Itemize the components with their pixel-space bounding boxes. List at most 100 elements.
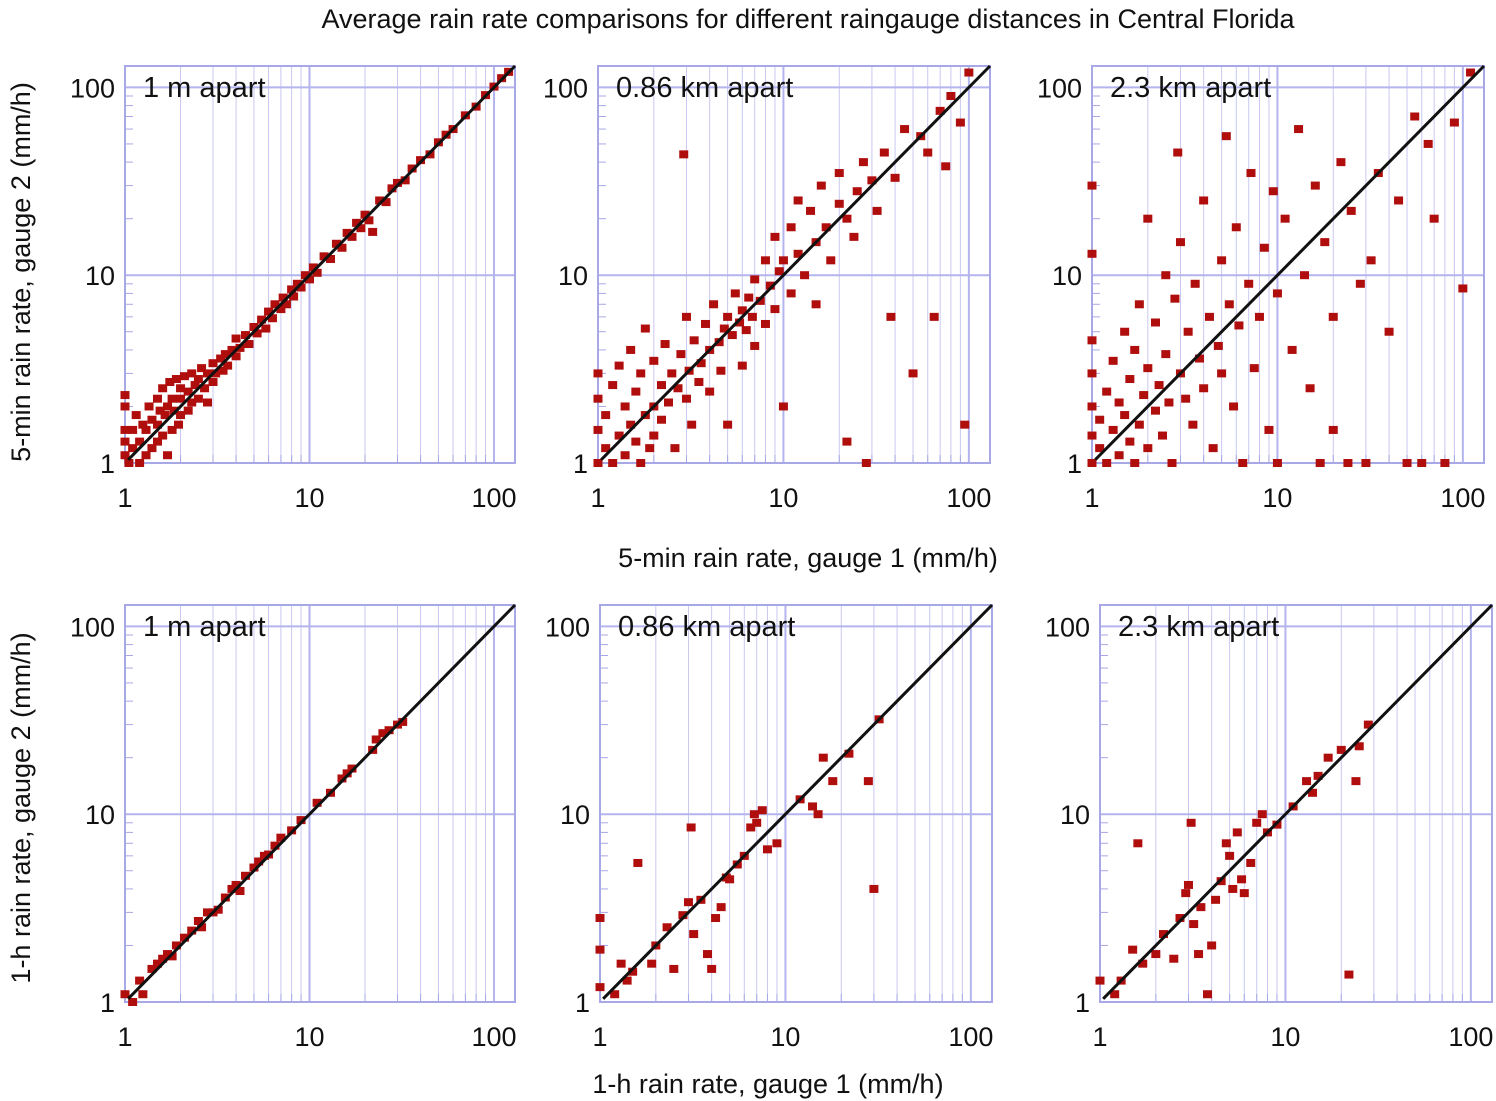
scatter-point: [946, 91, 956, 100]
scatter-point: [793, 196, 803, 205]
scatter-point: [147, 964, 157, 973]
scatter-point: [1264, 425, 1274, 434]
reference-line: [602, 603, 994, 1000]
scatter-point: [231, 880, 241, 889]
scatter-point: [749, 810, 759, 819]
scatter-point: [216, 354, 226, 363]
scatter-point: [1087, 336, 1097, 345]
scatter-point: [267, 314, 277, 323]
panel-frame: [599, 604, 993, 1003]
scatter-point: [1229, 402, 1239, 411]
scatter-point: [1254, 312, 1264, 321]
x-tick-label: 1: [1092, 1022, 1107, 1052]
scatter-point: [631, 437, 641, 446]
bottom-x-axis-label: 1-h rain rate, gauge 1 (mm/h): [592, 1069, 943, 1099]
scatter-point: [296, 816, 306, 825]
scatter-point: [593, 394, 603, 403]
x-tick-label: 1: [117, 1022, 132, 1052]
scatter-point: [276, 305, 286, 314]
scatter-point: [762, 845, 772, 854]
scatter-point: [337, 774, 347, 783]
scatter-point: [1108, 356, 1118, 365]
scatter-point: [673, 384, 683, 393]
y-tick-label: 1: [1075, 988, 1090, 1018]
scatter-point: [620, 451, 630, 460]
y-tick-label: 10: [558, 261, 588, 291]
scatter-point: [174, 420, 184, 429]
scatter-point: [1134, 420, 1144, 429]
y-tick-label: 1: [573, 449, 588, 479]
scatter-point: [1130, 459, 1140, 467]
scatter-point: [707, 964, 717, 973]
scatter-point: [152, 959, 162, 968]
y-tick-label: 100: [543, 73, 588, 103]
scatter-point: [364, 216, 374, 225]
scatter-point: [1134, 300, 1144, 309]
scatter-point: [231, 334, 241, 343]
scatter-point: [1161, 350, 1171, 359]
scatter-point: [676, 350, 686, 359]
scatter-point: [1161, 271, 1171, 280]
scatter-point: [152, 437, 162, 446]
scatter-point: [1125, 375, 1135, 384]
scatter-point: [709, 300, 719, 309]
scatter-point: [158, 384, 168, 393]
scatter-point: [716, 366, 726, 375]
y-tick-label: 10: [560, 800, 590, 830]
scatter-point: [1308, 788, 1318, 797]
scatter-point: [941, 162, 951, 171]
x-tick-label: 100: [946, 483, 991, 513]
scatter-point: [806, 206, 816, 215]
scatter-point: [1114, 451, 1124, 460]
scatter-panel-3: 1 10 100 1 10 100 2.3 km apart: [1037, 64, 1485, 513]
scatter-point: [737, 306, 747, 315]
scatter-point: [1225, 851, 1235, 860]
scatter-point: [220, 350, 230, 359]
x-tick-label: 100: [471, 1022, 516, 1052]
scatter-point: [593, 459, 603, 467]
scatter-point: [356, 224, 366, 233]
scatter-point: [249, 863, 259, 872]
scatter-point: [220, 893, 230, 902]
scatter-point: [844, 749, 854, 758]
scatter-point: [964, 68, 974, 77]
scatter-point: [1095, 976, 1105, 985]
scatter-point: [1196, 903, 1206, 912]
x-tick-label: 10: [768, 483, 798, 513]
x-tick-label: 1: [117, 483, 132, 513]
scatter-point: [1228, 884, 1238, 893]
scatter-point: [935, 106, 945, 115]
x-tick-label: 10: [294, 483, 324, 513]
scatter-point: [757, 806, 767, 815]
scatter-point: [664, 398, 674, 407]
scatter-point: [1237, 875, 1247, 884]
scatter-point: [746, 823, 756, 832]
scatter-point: [270, 300, 280, 309]
y-tick-label: 10: [1052, 261, 1082, 291]
scatter-point: [1207, 941, 1217, 950]
scatter-point: [1170, 294, 1180, 303]
scatter-point: [368, 227, 378, 236]
scatter-point: [636, 459, 646, 467]
scatter-point: [681, 312, 691, 321]
scatter-point: [1336, 158, 1346, 167]
scatter-point: [778, 402, 788, 411]
scatter-point: [1087, 402, 1097, 411]
scatter-point: [312, 268, 322, 277]
scatter-point: [1328, 425, 1338, 434]
scatter-point: [319, 252, 329, 261]
scatter-point: [135, 976, 145, 985]
scatter-point: [387, 184, 397, 193]
scatter-point: [747, 312, 757, 321]
scatter-point: [849, 232, 859, 241]
scatter-point: [138, 420, 148, 429]
scatter-point: [872, 206, 882, 215]
scatter-point: [200, 384, 210, 393]
scatter-point: [1167, 459, 1177, 467]
scatter-point: [1190, 279, 1200, 288]
scatter-point: [1351, 777, 1361, 786]
scatter-point: [128, 444, 138, 453]
scatter-panel-6: 1 10 100 1 10 100 2.3 km apart: [1045, 603, 1493, 1052]
scatter-point: [249, 322, 259, 331]
x-tick-label: 100: [471, 483, 516, 513]
